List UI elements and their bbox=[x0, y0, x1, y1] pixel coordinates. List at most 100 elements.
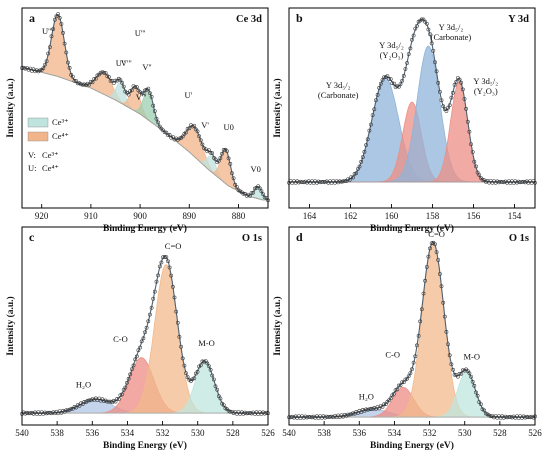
data-point-a bbox=[162, 130, 167, 135]
data-point-b bbox=[472, 159, 477, 164]
data-point-b bbox=[406, 52, 411, 56]
annotation-c: C-O bbox=[113, 334, 128, 344]
data-point-c bbox=[166, 259, 170, 264]
data-point-d bbox=[424, 265, 429, 269]
data-point-c bbox=[195, 369, 200, 374]
x-tick-label-b: 156 bbox=[467, 211, 481, 221]
data-point-b bbox=[367, 128, 372, 133]
data-point-a bbox=[89, 79, 93, 84]
data-point-d bbox=[347, 412, 352, 417]
data-point-a bbox=[133, 85, 138, 89]
data-point-c bbox=[152, 289, 157, 294]
data-point-a bbox=[46, 51, 51, 56]
x-tick-label-c: 530 bbox=[191, 428, 205, 438]
note-key-a: U: bbox=[28, 163, 37, 173]
data-point-a bbox=[213, 157, 218, 162]
y-axis-label-c: Intensity (a.u.) bbox=[5, 296, 16, 355]
data-point-a bbox=[262, 195, 267, 200]
data-point-d bbox=[388, 396, 393, 401]
data-point-d bbox=[421, 291, 426, 296]
annotation-d: M-O bbox=[463, 352, 480, 362]
data-point-b bbox=[390, 81, 395, 86]
data-point-a bbox=[152, 109, 157, 113]
data-point-c bbox=[87, 398, 92, 403]
data-point-d bbox=[380, 405, 385, 409]
data-point-c bbox=[126, 376, 131, 381]
data-point-a bbox=[141, 91, 146, 95]
data-point-b bbox=[459, 80, 464, 85]
annotation-c: H₂O bbox=[76, 379, 91, 389]
data-point-c bbox=[156, 273, 160, 278]
data-point-c bbox=[146, 319, 151, 324]
data-point-a bbox=[226, 156, 231, 161]
peak-label-a: V'' bbox=[142, 62, 152, 72]
data-point-d bbox=[488, 414, 493, 419]
data-point-c bbox=[111, 398, 116, 403]
panel-b: 164 162 160 158 156 154 Binding Energy (eV) Int… bbox=[272, 7, 537, 234]
data-point-b bbox=[346, 177, 350, 182]
data-point-a bbox=[241, 191, 246, 196]
data-point-b bbox=[375, 93, 380, 97]
data-point-d bbox=[392, 391, 396, 396]
data-point-b bbox=[480, 177, 485, 182]
x-tick-label-b: 158 bbox=[426, 211, 440, 221]
data-point-c bbox=[148, 312, 152, 317]
data-point-d bbox=[426, 254, 431, 259]
x-axis-label-b: Binding Energy (eV) bbox=[370, 223, 454, 234]
data-point-a bbox=[184, 130, 188, 135]
data-point-c bbox=[131, 363, 136, 368]
data-point-d bbox=[382, 402, 386, 407]
data-point-c bbox=[120, 392, 124, 397]
data-point-c bbox=[144, 325, 149, 330]
data-point-b bbox=[403, 67, 408, 71]
panel-letter-b: b bbox=[296, 11, 303, 25]
data-point-c bbox=[116, 397, 121, 401]
data-point-a bbox=[225, 149, 229, 153]
peak-label-a: U''' bbox=[135, 28, 146, 38]
data-point-d bbox=[416, 334, 421, 338]
x-tick-label-b: 154 bbox=[508, 211, 522, 221]
data-point-b bbox=[377, 86, 382, 90]
data-point-d bbox=[456, 374, 460, 379]
data-point-b bbox=[395, 84, 400, 89]
data-point-b bbox=[464, 107, 468, 111]
note-value-a: Ce⁴⁺ bbox=[42, 163, 59, 173]
data-point-b bbox=[460, 87, 465, 92]
data-point-d bbox=[429, 241, 434, 246]
data-point-c bbox=[180, 356, 185, 361]
data-point-d bbox=[365, 407, 370, 412]
data-point-b bbox=[477, 173, 482, 177]
data-point-c bbox=[169, 273, 174, 278]
data-point-d bbox=[410, 367, 414, 372]
annotation-b: Y 3d₅/₂ bbox=[326, 80, 351, 90]
data-point-b bbox=[424, 21, 429, 26]
data-point-c bbox=[128, 372, 133, 377]
x-tick-label-c: 528 bbox=[226, 428, 240, 438]
peak-label-a: V' bbox=[201, 120, 209, 130]
data-point-a bbox=[210, 151, 215, 155]
data-point-a bbox=[66, 60, 70, 65]
data-point-c bbox=[123, 385, 128, 390]
data-point-c bbox=[82, 400, 87, 404]
data-point-d bbox=[444, 330, 449, 334]
data-point-a bbox=[216, 158, 221, 163]
data-point-a bbox=[197, 134, 201, 139]
data-point-a bbox=[143, 88, 147, 93]
data-point-b bbox=[467, 129, 472, 134]
note-value-a: Ce³⁺ bbox=[42, 150, 58, 160]
x-tick-label-d: 526 bbox=[528, 428, 542, 438]
data-point-b bbox=[370, 113, 375, 117]
data-point-c bbox=[218, 396, 223, 401]
data-point-c bbox=[172, 295, 177, 300]
data-point-d bbox=[469, 374, 473, 379]
data-point-c bbox=[167, 265, 172, 270]
legend-label-a: Ce³⁺ bbox=[52, 117, 68, 127]
x-tick-label-b: 160 bbox=[385, 211, 399, 221]
peak-d-2 bbox=[289, 242, 535, 418]
plot-frame-c bbox=[21, 226, 269, 426]
data-point-a bbox=[108, 79, 113, 83]
legend-swatch-a bbox=[27, 117, 49, 128]
data-point-b bbox=[339, 179, 344, 184]
data-point-b bbox=[380, 78, 385, 82]
panel-title-b: Y 3d bbox=[508, 14, 529, 25]
